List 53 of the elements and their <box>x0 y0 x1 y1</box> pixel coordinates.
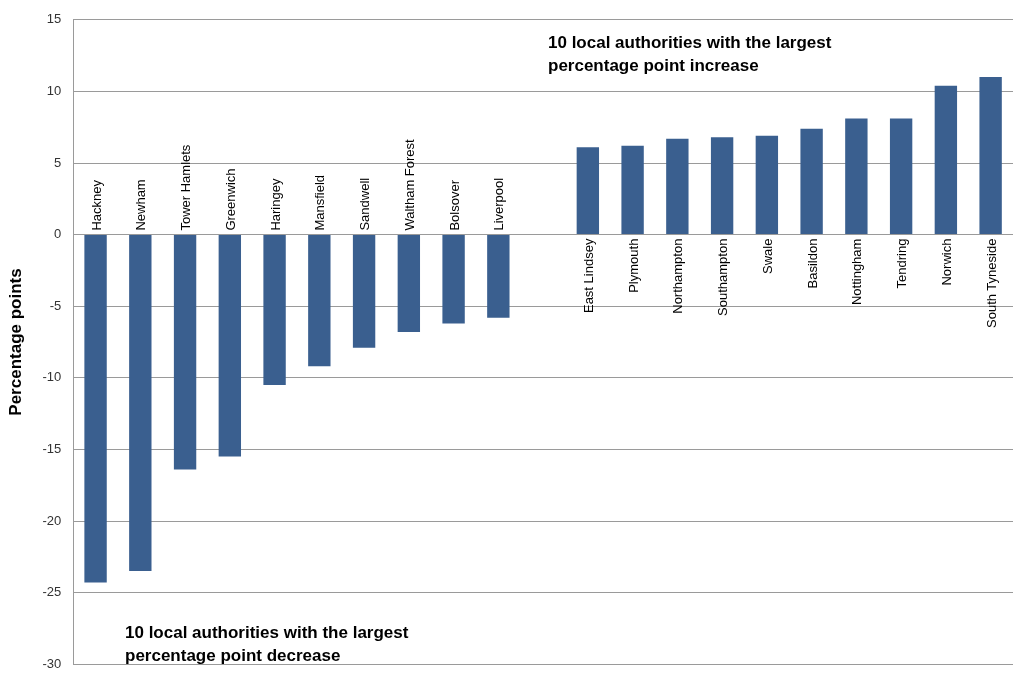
x-tick-label: Tendring <box>894 238 910 289</box>
bar <box>308 235 331 367</box>
x-tick-label: Tower Hamlets <box>178 144 194 231</box>
x-tick-label: Greenwich <box>222 168 238 231</box>
x-tick-label: Liverpool <box>491 177 507 231</box>
x-tick-label: Newham <box>133 179 149 231</box>
y-tick-label: -10 <box>42 369 62 385</box>
x-tick-label: Bolsover <box>446 179 462 231</box>
bar <box>487 235 510 318</box>
y-tick-label: 15 <box>46 11 62 27</box>
x-tick-label: Waltham Forest <box>401 138 417 231</box>
y-tick-label: -5 <box>49 297 62 313</box>
bar <box>442 235 465 324</box>
x-tick-label: Haringey <box>267 178 283 231</box>
bar <box>845 118 868 235</box>
bar <box>218 235 242 457</box>
x-tick-label: Sandwell <box>357 177 373 231</box>
bar <box>84 235 107 583</box>
y-tick-label: -30 <box>42 655 62 671</box>
x-tick-label: Plymouth <box>625 238 641 293</box>
bar <box>352 235 376 348</box>
bar <box>889 118 913 235</box>
bar <box>576 147 600 235</box>
bar <box>755 135 779 235</box>
x-tick-label: Norwich <box>938 238 954 286</box>
x-tick-label: East Lindsey <box>580 238 596 314</box>
y-tick-label: -15 <box>42 440 62 456</box>
annotation: 10 local authorities with the largest percentage point decrease <box>125 623 409 665</box>
y-tick-label: 5 <box>53 154 62 170</box>
x-tick-label: Southampton <box>715 238 731 316</box>
x-tick-label: Nottingham <box>849 238 865 306</box>
bar <box>666 138 689 235</box>
x-tick-label: South Tyneside <box>983 238 999 328</box>
bar <box>397 235 421 332</box>
annotation: 10 local authorities with the largest percentage point increase <box>548 33 832 75</box>
x-tick-label: Hackney <box>88 179 104 231</box>
x-tick-label: Northampton <box>670 238 686 314</box>
y-tick-label: 10 <box>46 82 62 98</box>
y-tick-label: -20 <box>42 512 62 528</box>
x-tick-label: Basildon <box>804 238 820 289</box>
bar <box>621 145 644 235</box>
x-tick-label: Mansfield <box>312 174 328 231</box>
bar <box>800 128 823 235</box>
y-tick-label: 0 <box>53 226 62 242</box>
bar <box>263 235 286 385</box>
bar <box>710 137 734 235</box>
y-axis-title: Percentage points <box>5 268 25 416</box>
bar <box>934 85 958 235</box>
bar <box>129 235 152 572</box>
y-tick-label: -25 <box>42 584 62 600</box>
x-tick-label: Swale <box>759 238 775 275</box>
bar <box>173 235 197 470</box>
bar <box>979 77 1002 235</box>
